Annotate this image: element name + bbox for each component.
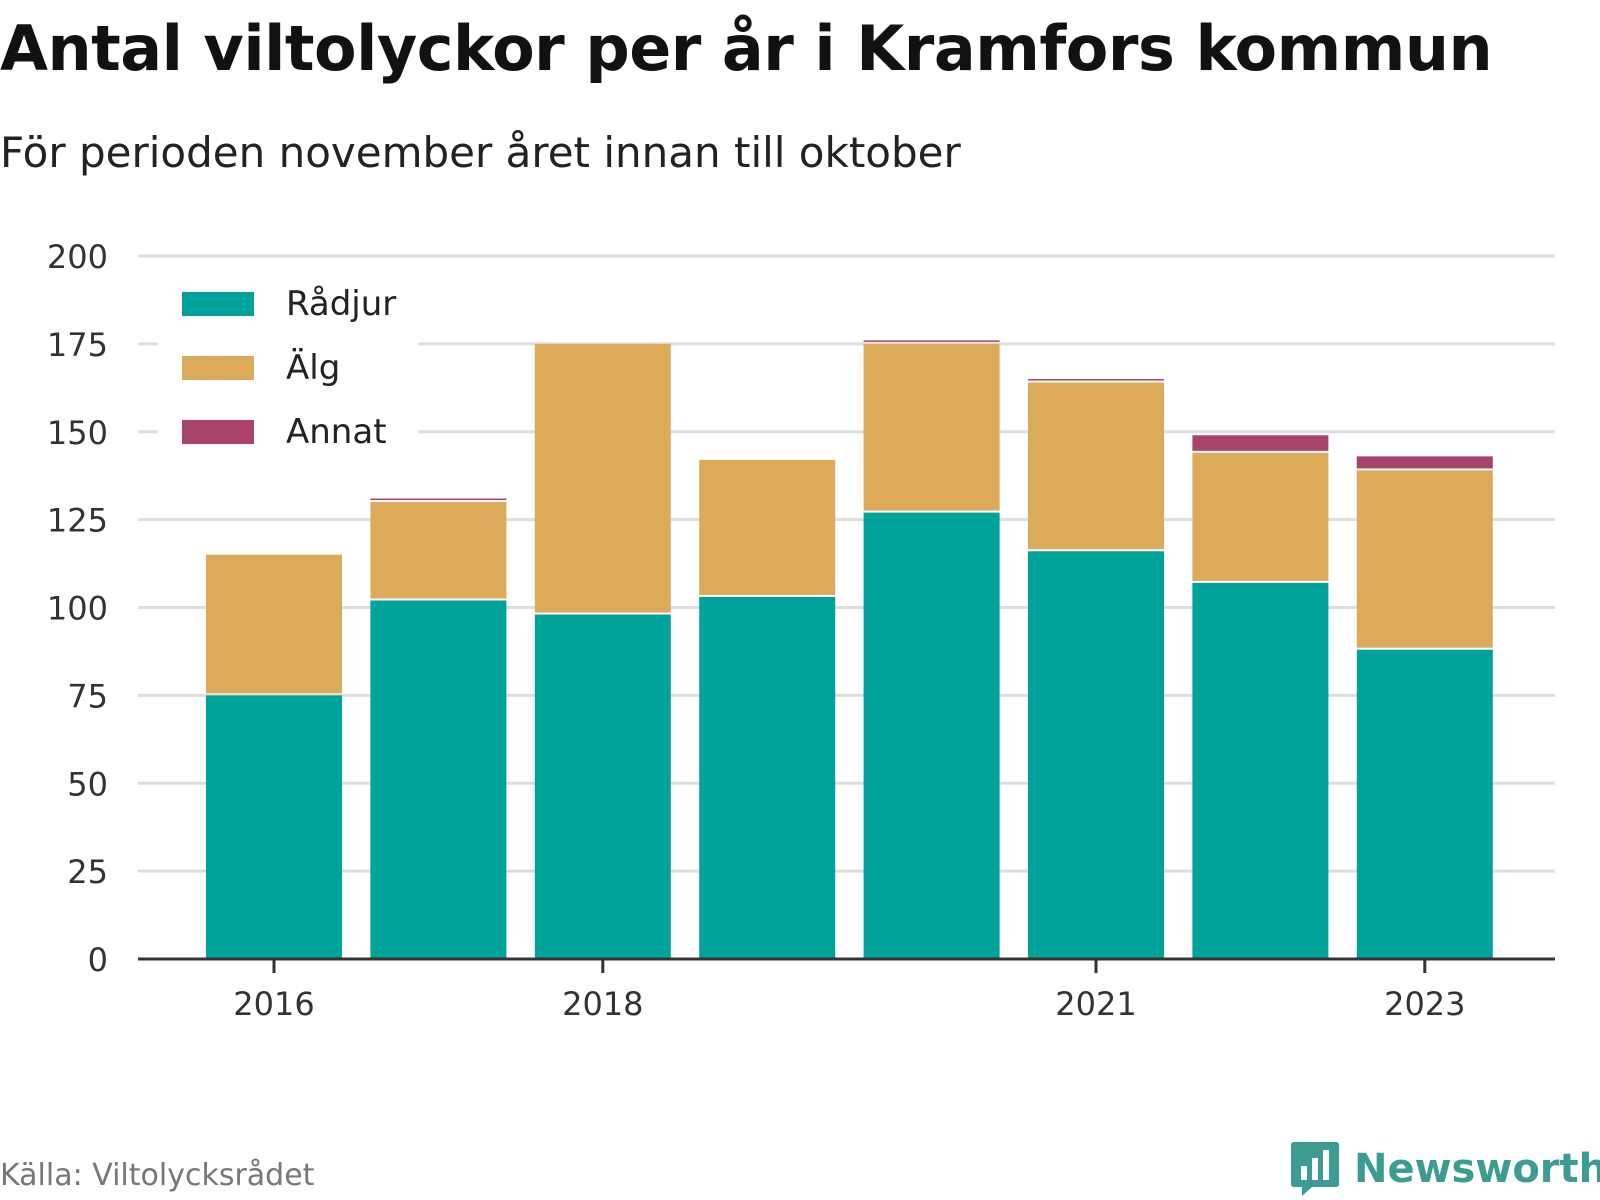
y-tick-label: 175 bbox=[47, 326, 108, 364]
bar-stack-2016 bbox=[206, 554, 342, 959]
x-tick-label: 2023 bbox=[1384, 985, 1465, 1023]
legend-item-rådjur: Rådjur bbox=[182, 284, 396, 324]
y-tick-label: 0 bbox=[88, 941, 108, 979]
y-tick-label: 100 bbox=[47, 590, 108, 628]
bar-chart-speech-bubble-icon bbox=[1291, 1142, 1339, 1196]
bar-segment-älg-2016 bbox=[206, 554, 342, 694]
bar-stacks bbox=[206, 340, 1493, 959]
x-tick-label: 2016 bbox=[233, 985, 314, 1023]
bar-segment-rådjur-2021 bbox=[1028, 551, 1164, 959]
bar-segment-älg-2017 bbox=[370, 502, 507, 599]
brand-name: Newsworthy bbox=[1354, 1146, 1600, 1192]
bar-segment-älg-2018 bbox=[534, 343, 671, 613]
bar-stack-2018 bbox=[534, 343, 671, 959]
y-tick-label: 75 bbox=[67, 677, 108, 715]
brand-logo: Newsworthy bbox=[1290, 1140, 1600, 1198]
bar-segment-rådjur-2020 bbox=[863, 512, 1000, 959]
legend-item-annat: Annat bbox=[182, 412, 387, 452]
legend-label: Rådjur bbox=[286, 284, 396, 324]
bar-segment-älg-2019 bbox=[699, 459, 836, 595]
bar-stack-2020 bbox=[863, 340, 1000, 959]
legend-label: Annat bbox=[286, 412, 387, 452]
chart-subtitle: För perioden november året innan till ok… bbox=[0, 128, 961, 177]
x-axis: 2016 2018 2021 2023 bbox=[138, 957, 1555, 1023]
bar-segment-annat-2017 bbox=[370, 498, 507, 501]
legend-swatch bbox=[182, 356, 254, 380]
bar-segment-rådjur-2016 bbox=[206, 695, 342, 959]
bar-segment-rådjur-2017 bbox=[370, 600, 507, 959]
y-axis-tick-labels: 0 25 50 75 100 125 150 175 200 bbox=[47, 238, 108, 979]
y-tick-label: 150 bbox=[47, 414, 108, 452]
bar-stack-2023 bbox=[1356, 456, 1493, 959]
bar-segment-rådjur-2022 bbox=[1192, 582, 1329, 959]
x-tick-label: 2018 bbox=[562, 985, 643, 1023]
bar-segment-rådjur-2023 bbox=[1356, 649, 1493, 959]
x-tick-label: 2021 bbox=[1055, 985, 1136, 1023]
bar-segment-annat-2023 bbox=[1356, 456, 1493, 469]
legend-swatch bbox=[182, 292, 254, 316]
bar-stack-2019 bbox=[699, 459, 836, 959]
source-note: Källa: Viltolycksrådet bbox=[0, 1158, 315, 1193]
legend-item-älg: Älg bbox=[182, 348, 340, 388]
bar-segment-annat-2020 bbox=[863, 340, 1000, 342]
legend: Rådjur Älg Annat bbox=[158, 270, 418, 460]
y-tick-label: 125 bbox=[47, 502, 108, 540]
bar-segment-älg-2021 bbox=[1028, 382, 1164, 550]
y-tick-label: 50 bbox=[67, 765, 108, 803]
bar-stack-2021 bbox=[1028, 379, 1164, 959]
bar-segment-rådjur-2019 bbox=[699, 596, 836, 959]
bar-segment-älg-2020 bbox=[863, 343, 1000, 511]
bar-segment-rådjur-2018 bbox=[534, 614, 671, 959]
y-tick-label: 25 bbox=[67, 853, 108, 891]
chart-title: Antal viltolyckor per år i Kramfors komm… bbox=[0, 12, 1493, 85]
bar-segment-annat-2021 bbox=[1028, 379, 1164, 381]
y-tick-label: 200 bbox=[47, 238, 108, 276]
legend-swatch bbox=[182, 420, 254, 444]
bar-segment-älg-2023 bbox=[1356, 470, 1493, 648]
bar-stack-2017 bbox=[370, 498, 507, 959]
bar-segment-annat-2022 bbox=[1192, 435, 1329, 451]
legend-label: Älg bbox=[286, 348, 340, 388]
bar-stack-2022 bbox=[1192, 435, 1329, 959]
bar-segment-älg-2022 bbox=[1192, 452, 1329, 581]
